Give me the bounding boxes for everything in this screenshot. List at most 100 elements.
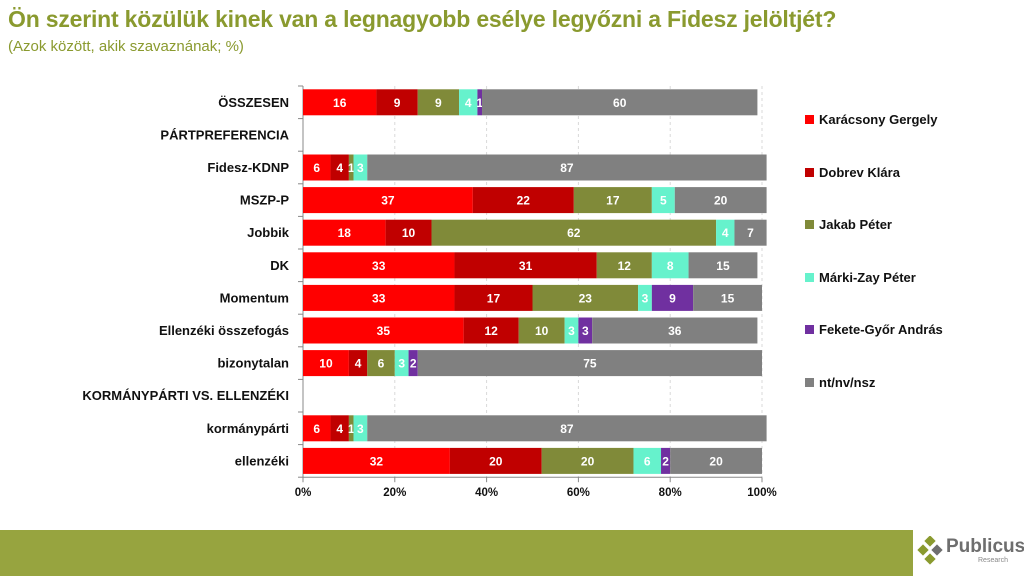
legend-label: nt/nv/nsz: [819, 374, 876, 390]
x-tick-label: 60%: [567, 487, 590, 499]
x-tick-label: 80%: [659, 487, 682, 499]
bar-segment: [353, 154, 368, 181]
bar-segment: [573, 187, 652, 214]
bar-segment: [651, 187, 675, 214]
legend-item: Márki-Zay Péter: [805, 270, 916, 285]
bar-segment: [303, 252, 455, 279]
bar-segment: [431, 219, 717, 246]
logo-subtext: Research: [978, 557, 1008, 564]
bar-segment: [394, 350, 409, 377]
data-label: 87: [560, 161, 574, 175]
data-label: 10: [402, 226, 416, 240]
x-tick-label: 40%: [475, 487, 498, 499]
category-label: MSZP-P: [240, 193, 289, 208]
category-label: Jobbik: [247, 225, 290, 240]
bar-segment: [472, 187, 574, 214]
data-label: 22: [517, 194, 531, 208]
data-label: 4: [355, 357, 362, 371]
data-label: 31: [519, 259, 533, 273]
data-label: 4: [722, 226, 729, 240]
data-label: 3: [357, 422, 364, 436]
category-label: kormánypárti: [207, 421, 289, 436]
bar-segment: [716, 219, 735, 246]
data-label: 37: [381, 194, 395, 208]
bar-segment: [385, 219, 432, 246]
category-label: PÁRTPREFERENCIA: [160, 127, 289, 142]
bar-segment: [674, 187, 767, 214]
bar-segment: [330, 415, 349, 442]
footer-bar: [0, 530, 913, 576]
x-tick-label: 0%: [295, 487, 312, 499]
data-label: 2: [410, 357, 417, 371]
bar-segment: [303, 219, 386, 246]
data-label: 8: [667, 259, 674, 273]
legend-swatch: [805, 220, 814, 229]
bar-segment: [661, 447, 671, 474]
bar-segment: [564, 317, 579, 344]
x-tick-label: 100%: [747, 487, 776, 499]
bar-segment: [482, 89, 758, 116]
bar-segment: [578, 317, 593, 344]
bar-segment: [408, 350, 418, 377]
data-label: 1: [476, 96, 483, 110]
data-label: 9: [394, 96, 401, 110]
bar-segment: [348, 350, 368, 377]
bar-segment: [303, 415, 331, 442]
data-label: 60: [613, 96, 627, 110]
legend-swatch: [805, 325, 814, 334]
data-label: 12: [485, 324, 499, 338]
bar-segment: [303, 284, 455, 311]
logo-text: Publicus: [946, 536, 1024, 557]
bar-segment: [651, 252, 689, 279]
data-label: 36: [668, 324, 682, 338]
bar-segment: [303, 350, 349, 377]
data-label: 18: [338, 226, 352, 240]
category-label: bizonytalan: [217, 356, 289, 371]
logo-diamonds-icon: [917, 536, 943, 565]
data-label: 4: [336, 161, 343, 175]
legend-item: Dobrev Klára: [805, 165, 900, 180]
data-label: 20: [581, 454, 595, 468]
category-label: Ellenzéki összefogás: [159, 323, 289, 338]
data-label: 6: [644, 454, 651, 468]
data-label: 3: [398, 357, 405, 371]
publicus-logo: Publicus Research: [916, 533, 1024, 573]
bar-segment: [367, 154, 767, 181]
category-label: DK: [270, 258, 289, 273]
legend-item: nt/nv/nsz: [805, 375, 875, 390]
bar-segment: [348, 154, 354, 181]
data-label: 12: [618, 259, 632, 273]
data-label: 75: [583, 357, 597, 371]
bar-segment: [367, 415, 767, 442]
data-label: 17: [487, 291, 501, 305]
data-label: 9: [669, 291, 676, 305]
category-label: Fidesz-KDNP: [207, 160, 289, 175]
bar-segment: [596, 252, 652, 279]
bar-segment: [541, 447, 634, 474]
legend-item: Fekete-Győr András: [805, 322, 943, 337]
bar-segment: [532, 284, 639, 311]
chart-subtitle: (Azok között, akik szavaznának; %): [8, 38, 244, 55]
category-label: Momentum: [220, 290, 289, 305]
data-label: 35: [377, 324, 391, 338]
data-label: 15: [721, 291, 735, 305]
data-label: 87: [560, 422, 574, 436]
bar-segment: [348, 415, 354, 442]
bar-segment: [518, 317, 565, 344]
legend-swatch: [805, 377, 814, 387]
data-label: 5: [660, 194, 667, 208]
bar-segment: [463, 317, 519, 344]
data-label: 20: [489, 454, 503, 468]
bar-segment: [477, 89, 483, 116]
bar-segment: [367, 350, 395, 377]
bar-segment: [633, 447, 662, 474]
data-label: 32: [370, 454, 384, 468]
legend-swatch: [805, 167, 814, 177]
bar-segment: [638, 284, 652, 311]
data-label: 62: [567, 226, 581, 240]
data-label: 6: [313, 422, 320, 436]
legend-item: Karácsony Gergely: [805, 112, 938, 127]
category-label: KORMÁNYPÁRTI VS. ELLENZÉKI: [82, 388, 289, 403]
data-label: 3: [357, 161, 364, 175]
bar-segment: [651, 284, 694, 311]
